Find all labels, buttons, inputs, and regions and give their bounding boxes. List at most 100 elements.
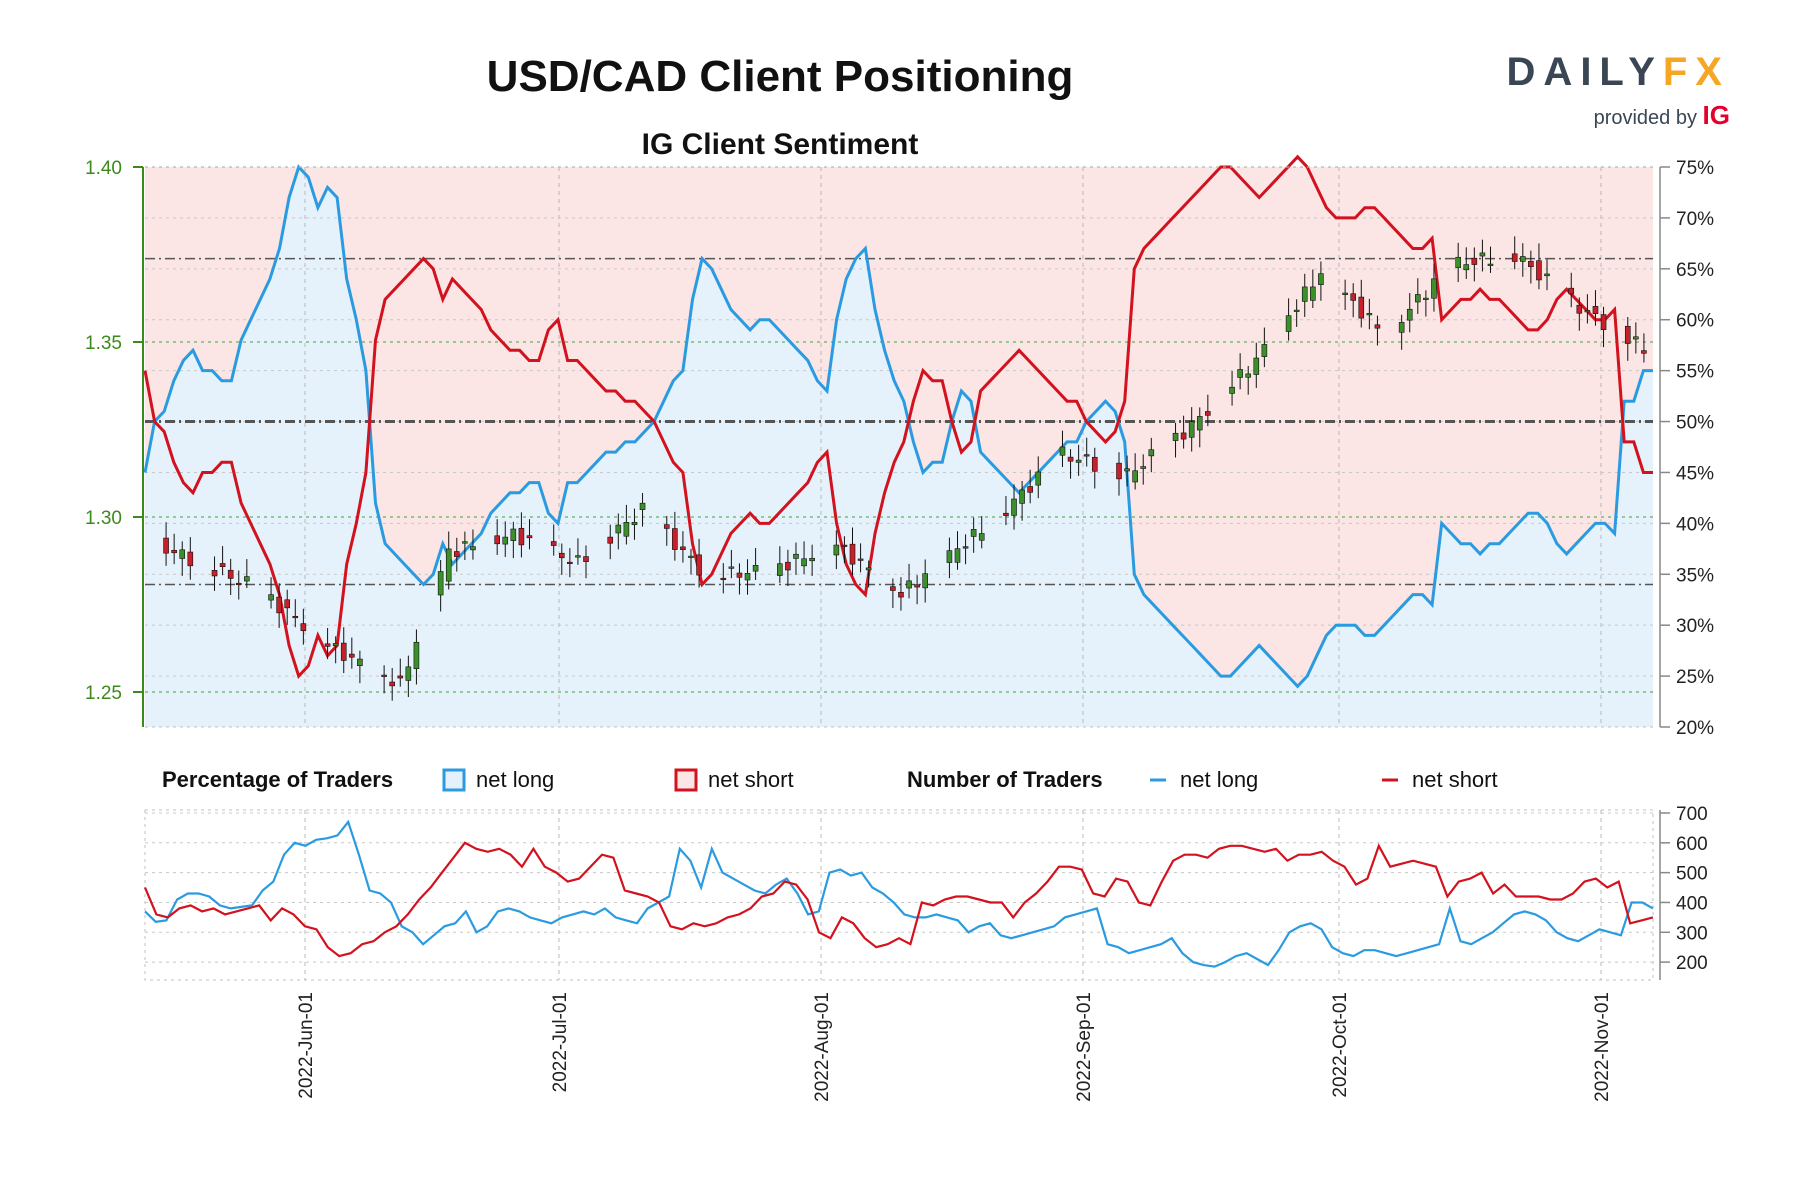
traders-tick-label: 400: [1676, 893, 1708, 914]
candle-body: [1350, 293, 1356, 301]
candle-body: [890, 586, 896, 591]
candle-body: [865, 567, 872, 571]
pct-tick-label: 55%: [1676, 362, 1714, 383]
candle-body: [1455, 256, 1461, 268]
x-axis: 2022-Jun-01 2022-Jul-01 2022-Aug-01 2022-Se…: [296, 992, 1613, 1102]
candle-body: [801, 558, 807, 567]
candle-body: [567, 561, 573, 564]
candle-body: [1431, 278, 1437, 299]
candle-body: [518, 527, 525, 546]
x-date-label: 2022-Oct-01: [1330, 992, 1351, 1098]
candle-body: [227, 569, 234, 579]
candle-body: [857, 558, 864, 561]
chart-title: USD/CAD Client Positioning: [486, 52, 1074, 101]
logo-wordmark: DAILYFX: [1506, 50, 1730, 94]
pct-tick-label: 45%: [1676, 463, 1714, 484]
candle-body: [1188, 421, 1195, 438]
traders-tick-label: 500: [1676, 864, 1708, 885]
candle-body: [1075, 459, 1082, 463]
candle-body: [1229, 386, 1235, 394]
candle-body: [1641, 350, 1647, 354]
candle-body: [680, 546, 686, 550]
candle-body: [1576, 304, 1583, 314]
pct-tick-label: 75%: [1676, 158, 1714, 179]
candle-body: [1318, 273, 1324, 285]
candle-body: [276, 596, 282, 614]
candle-body: [558, 552, 565, 559]
candle-body: [1285, 315, 1292, 332]
candle-body: [1624, 325, 1631, 344]
candle-body: [268, 594, 274, 601]
candle-body: [1019, 489, 1025, 504]
candle-body: [211, 570, 218, 577]
candle-body: [777, 563, 783, 576]
traders-tick-label: 200: [1676, 953, 1708, 974]
candle-body: [1245, 373, 1252, 378]
candle-body: [453, 551, 460, 557]
candle-body: [1253, 357, 1260, 375]
price-tick-label: 1.25: [85, 683, 122, 704]
candle-body: [349, 653, 355, 658]
candle-body: [381, 674, 387, 677]
candle-body: [833, 544, 840, 556]
candle-body: [1011, 498, 1017, 516]
candle-body: [235, 582, 242, 586]
pct-tick-label: 25%: [1676, 667, 1714, 688]
legend-pct-label: Percentage of Traders: [162, 767, 393, 792]
candle-body: [219, 563, 226, 567]
candle-body: [615, 524, 622, 534]
candle-body: [841, 544, 848, 547]
candle-body: [187, 551, 194, 567]
candle-body: [728, 566, 735, 569]
candle-body: [550, 541, 557, 546]
candle-body: [663, 524, 670, 529]
candle-body: [1293, 309, 1300, 312]
dailyfx-logo: DAILYFX provided by IG: [1500, 50, 1730, 130]
x-date-label: 2022-Aug-01: [812, 992, 833, 1102]
legend-num-short: net short: [1412, 767, 1498, 792]
candle-body: [898, 591, 904, 598]
candle-body: [1091, 456, 1098, 472]
candle-body: [1116, 462, 1122, 480]
candle-body: [284, 599, 291, 609]
price-sentiment-panel: 1.40 1.35 1.30 1.25 75% 70% 65% 60% 55% 50% 45% 40%…: [85, 154, 1714, 739]
price-tick-label: 1.30: [85, 508, 122, 529]
legend: Percentage of Traders net long net short…: [162, 767, 1498, 792]
candle-body: [1528, 260, 1534, 268]
candle-body: [1406, 308, 1413, 321]
candle-body: [462, 541, 468, 544]
candle-body: [1511, 253, 1518, 262]
candle-body: [583, 556, 589, 562]
legend-num-long: net long: [1180, 767, 1258, 792]
logo-provided-by: provided by IG: [1593, 100, 1730, 130]
candle-body: [922, 573, 928, 589]
pct-tick-label: 70%: [1676, 209, 1714, 230]
price-tick-label: 1.35: [85, 333, 122, 354]
candle-body: [1027, 486, 1033, 493]
candle-body: [720, 577, 727, 581]
candle-body: [962, 546, 969, 549]
x-date-label: 2022-Jul-01: [550, 992, 571, 1092]
candle-body: [970, 529, 977, 537]
candle-body: [736, 572, 743, 578]
legend-pct-long: net long: [476, 767, 554, 792]
candle-body: [1059, 446, 1066, 456]
traders-frame: [144, 809, 1654, 981]
candle-body: [1633, 336, 1639, 340]
x-date-label: 2022-Nov-01: [1592, 992, 1613, 1102]
candle-body: [397, 675, 404, 679]
pct-tick-label: 30%: [1676, 616, 1714, 637]
candle-body: [954, 548, 961, 563]
legend-pct-short-swatch: [674, 768, 698, 792]
candle-body: [413, 641, 420, 669]
candle-body: [1479, 252, 1486, 257]
x-date-label: 2022-Jun-01: [296, 992, 317, 1099]
candle-body: [1358, 296, 1365, 319]
candle-body: [688, 555, 694, 558]
pct-tick-label: 40%: [1676, 514, 1714, 535]
candle-body: [300, 623, 307, 632]
candle-body: [1374, 324, 1381, 329]
net-long-area: [145, 167, 1653, 727]
candle-body: [1083, 454, 1090, 457]
